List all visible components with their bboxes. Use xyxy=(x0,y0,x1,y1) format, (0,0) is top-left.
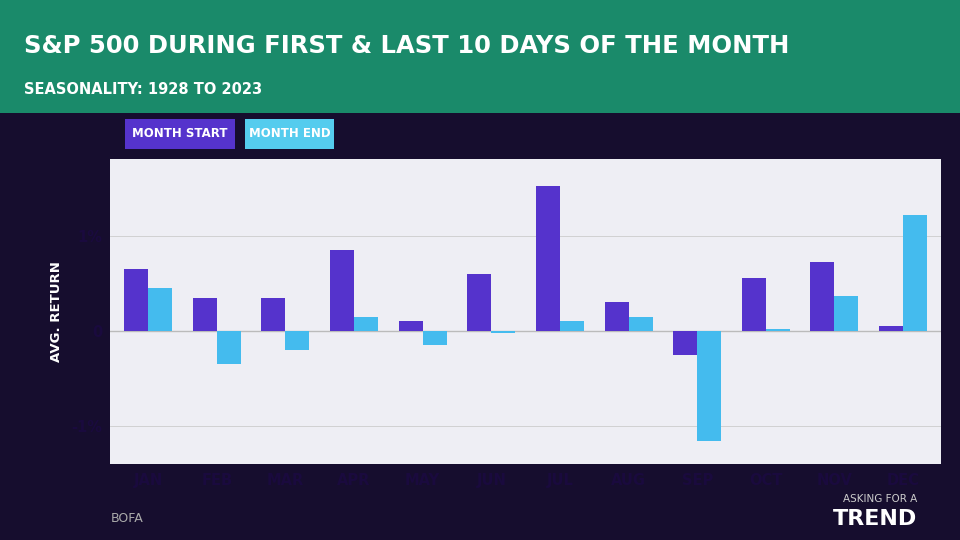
Bar xyxy=(492,331,516,333)
Bar xyxy=(810,262,834,331)
Bar xyxy=(879,326,903,331)
Bar xyxy=(261,298,285,331)
Y-axis label: AVG. RETURN: AVG. RETURN xyxy=(50,261,62,362)
Bar xyxy=(124,269,148,331)
Text: MONTH END: MONTH END xyxy=(249,127,330,140)
Bar xyxy=(560,321,584,331)
Bar xyxy=(398,321,422,331)
Bar xyxy=(629,316,653,331)
Bar xyxy=(766,329,790,331)
Bar xyxy=(697,331,721,441)
Text: SEASONALITY: 1928 TO 2023: SEASONALITY: 1928 TO 2023 xyxy=(24,82,262,97)
Text: BOFA: BOFA xyxy=(110,512,143,525)
Bar xyxy=(468,274,492,331)
Bar xyxy=(330,250,354,331)
Bar xyxy=(285,331,309,350)
Bar xyxy=(605,302,629,331)
Text: S&P 500 DURING FIRST & LAST 10 DAYS OF THE MONTH: S&P 500 DURING FIRST & LAST 10 DAYS OF T… xyxy=(24,34,789,58)
Bar xyxy=(354,316,378,331)
Text: ASKING FOR A: ASKING FOR A xyxy=(843,495,917,504)
Bar xyxy=(217,331,241,364)
Bar xyxy=(148,288,172,331)
Bar xyxy=(536,186,560,331)
Bar xyxy=(422,331,446,345)
Bar xyxy=(834,295,858,331)
Bar xyxy=(193,298,217,331)
Bar xyxy=(742,279,766,331)
Bar xyxy=(673,331,697,355)
Text: MONTH START: MONTH START xyxy=(132,127,228,140)
Text: TREND: TREND xyxy=(832,509,917,530)
Bar xyxy=(903,214,927,331)
